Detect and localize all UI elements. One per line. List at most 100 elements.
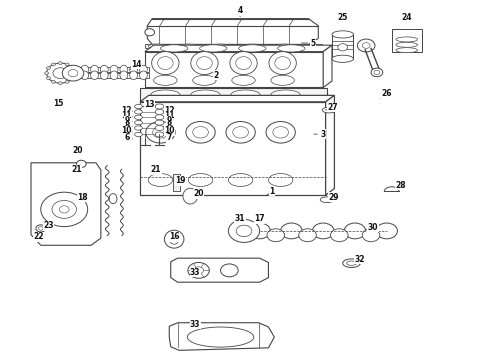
Circle shape — [266, 122, 295, 143]
Ellipse shape — [135, 104, 143, 109]
Circle shape — [331, 229, 348, 242]
Ellipse shape — [396, 37, 417, 42]
Ellipse shape — [81, 65, 89, 74]
Ellipse shape — [135, 126, 143, 130]
Polygon shape — [323, 45, 332, 87]
Ellipse shape — [231, 90, 260, 100]
Circle shape — [226, 122, 255, 143]
Ellipse shape — [396, 48, 417, 53]
Circle shape — [65, 63, 69, 66]
Circle shape — [41, 192, 88, 226]
Text: 32: 32 — [355, 255, 365, 264]
Circle shape — [281, 223, 302, 239]
Circle shape — [58, 62, 62, 64]
Ellipse shape — [239, 45, 266, 52]
Circle shape — [70, 77, 74, 80]
Polygon shape — [145, 45, 332, 51]
Bar — [140, 102, 326, 195]
Circle shape — [220, 264, 238, 277]
Ellipse shape — [100, 71, 108, 80]
Ellipse shape — [135, 132, 143, 136]
Text: 12: 12 — [163, 105, 174, 114]
Text: 21: 21 — [151, 166, 161, 175]
Circle shape — [193, 127, 208, 138]
Text: 30: 30 — [368, 223, 378, 232]
Ellipse shape — [155, 120, 164, 125]
Circle shape — [72, 72, 76, 75]
Circle shape — [52, 201, 76, 219]
Circle shape — [233, 127, 248, 138]
Ellipse shape — [346, 261, 356, 265]
Circle shape — [58, 82, 62, 85]
Ellipse shape — [155, 109, 164, 114]
Text: 29: 29 — [329, 193, 339, 202]
Bar — [392, 29, 422, 51]
Circle shape — [186, 122, 215, 143]
Text: 15: 15 — [53, 99, 64, 108]
Circle shape — [344, 223, 366, 239]
Ellipse shape — [322, 107, 336, 113]
Circle shape — [338, 44, 347, 51]
Text: 17: 17 — [254, 214, 265, 223]
Text: 24: 24 — [401, 13, 412, 22]
Ellipse shape — [155, 126, 164, 131]
Circle shape — [194, 267, 203, 274]
Ellipse shape — [155, 115, 164, 120]
Circle shape — [273, 127, 289, 138]
Text: 20: 20 — [73, 146, 83, 155]
Text: 9: 9 — [163, 116, 172, 125]
Bar — [78, 67, 149, 72]
Polygon shape — [326, 95, 334, 195]
Text: 23: 23 — [43, 221, 54, 230]
Circle shape — [65, 80, 69, 83]
Circle shape — [145, 29, 155, 36]
Circle shape — [228, 220, 260, 242]
Ellipse shape — [151, 90, 180, 100]
Text: 19: 19 — [175, 176, 186, 185]
Ellipse shape — [320, 197, 334, 203]
Circle shape — [362, 42, 370, 48]
Ellipse shape — [148, 174, 172, 186]
Text: 25: 25 — [338, 13, 348, 22]
Ellipse shape — [232, 75, 255, 85]
Text: 7: 7 — [163, 133, 172, 142]
Ellipse shape — [120, 65, 128, 74]
Ellipse shape — [169, 234, 179, 244]
Ellipse shape — [91, 71, 98, 80]
Ellipse shape — [109, 194, 117, 204]
Circle shape — [59, 206, 69, 213]
Circle shape — [45, 72, 49, 75]
Circle shape — [68, 69, 78, 77]
Circle shape — [38, 226, 43, 230]
Ellipse shape — [152, 51, 179, 75]
Ellipse shape — [160, 45, 188, 52]
Polygon shape — [147, 19, 318, 44]
Circle shape — [299, 229, 317, 242]
Circle shape — [47, 67, 50, 69]
Circle shape — [313, 223, 334, 239]
Bar — [140, 88, 327, 102]
Circle shape — [51, 63, 55, 66]
Text: 9: 9 — [124, 116, 133, 125]
Text: 13: 13 — [144, 100, 155, 109]
Ellipse shape — [110, 71, 118, 80]
Ellipse shape — [135, 121, 143, 125]
Polygon shape — [169, 323, 274, 350]
Circle shape — [47, 77, 50, 80]
Bar — [78, 73, 149, 78]
Circle shape — [146, 122, 175, 143]
Circle shape — [76, 160, 86, 167]
Ellipse shape — [140, 65, 147, 74]
Ellipse shape — [120, 71, 128, 80]
Text: 26: 26 — [381, 89, 392, 99]
Text: 16: 16 — [169, 232, 179, 241]
Circle shape — [236, 225, 252, 237]
Ellipse shape — [191, 90, 220, 100]
Circle shape — [153, 127, 168, 138]
Text: 2: 2 — [213, 71, 219, 80]
Ellipse shape — [199, 45, 227, 52]
Circle shape — [36, 225, 46, 232]
Text: 20: 20 — [194, 189, 204, 198]
Ellipse shape — [236, 57, 251, 69]
Ellipse shape — [212, 44, 229, 48]
